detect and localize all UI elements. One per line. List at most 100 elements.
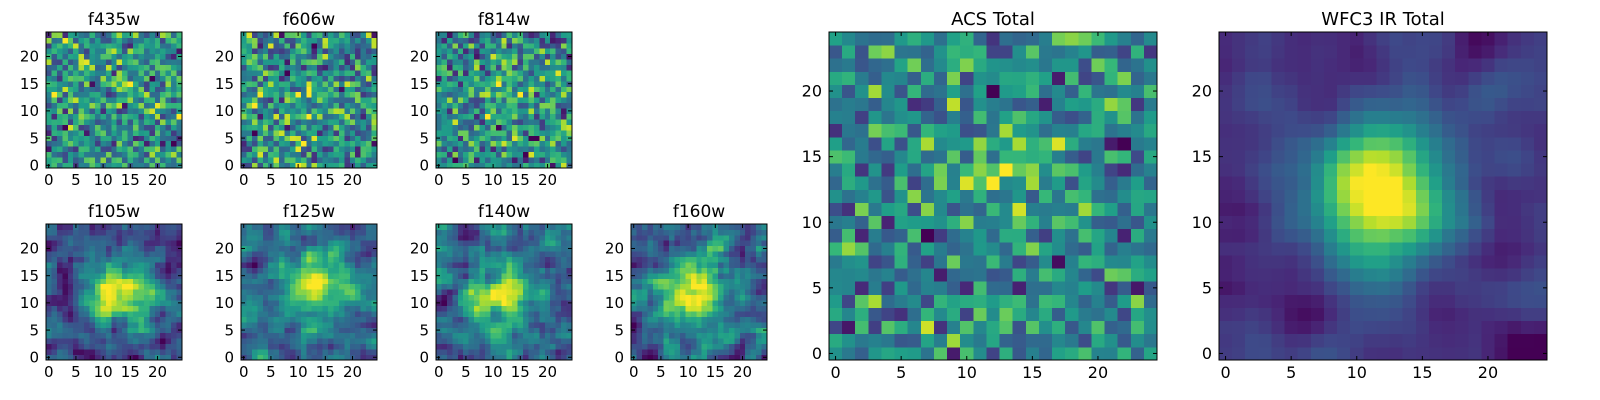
heatmap-cell — [1065, 163, 1079, 177]
heatmap-cell — [46, 140, 52, 147]
heatmap-cell — [143, 42, 150, 49]
heatmap-cell — [289, 278, 296, 285]
heatmap-cell — [84, 102, 90, 109]
heatmap-cell — [561, 86, 567, 93]
heatmap-cell — [528, 97, 535, 104]
heatmap-cell — [100, 343, 107, 350]
heatmap-cell — [468, 102, 475, 109]
heatmap-cell — [947, 189, 961, 203]
heatmap-cell — [960, 215, 974, 230]
heatmap-cell — [328, 251, 334, 258]
heatmap-cell — [360, 262, 367, 268]
heatmap-cell — [360, 305, 367, 312]
heatmap-cell — [501, 151, 508, 158]
heatmap-cell — [78, 224, 85, 230]
heatmap-cell — [138, 305, 145, 312]
heatmap-cell — [100, 234, 107, 241]
heatmap-cell — [528, 234, 535, 241]
heatmap-cell — [855, 320, 869, 335]
heatmap-cell — [360, 245, 367, 252]
heatmap-cell — [165, 32, 172, 38]
heatmap-cell — [268, 240, 275, 247]
heatmap-cell — [739, 332, 746, 339]
heatmap-cell — [94, 305, 101, 312]
heatmap-cell — [512, 332, 518, 339]
heatmap-cell — [143, 224, 150, 230]
heatmap-cell — [311, 151, 318, 158]
heatmap-cell — [138, 338, 145, 345]
heatmap-cell — [555, 146, 562, 153]
heatmap-cell — [495, 97, 502, 104]
heatmap-cell — [154, 119, 161, 125]
heatmap-cell — [241, 140, 247, 147]
heatmap-cell — [457, 316, 464, 323]
heatmap-cell — [171, 80, 177, 87]
heatmap-cell — [479, 300, 486, 306]
heatmap-cell — [641, 283, 648, 290]
heatmap-cell — [133, 245, 139, 252]
heatmap-cell — [295, 343, 302, 350]
heatmap-cell — [371, 59, 378, 66]
heatmap-cell — [1038, 268, 1053, 282]
heatmap-cell — [127, 300, 134, 306]
heatmap-cell — [105, 140, 112, 147]
heatmap-cell — [279, 129, 285, 136]
heatmap-cell — [539, 48, 546, 55]
heatmap-cell — [685, 300, 692, 306]
heatmap-cell — [84, 32, 90, 38]
heatmap-cell — [165, 272, 172, 279]
heatmap-cell — [463, 70, 470, 76]
heatmap-cell — [122, 86, 128, 93]
y-tick-label: 10 — [605, 294, 624, 312]
heatmap-cell — [712, 289, 719, 296]
heatmap-cell — [133, 327, 139, 334]
heatmap-cell — [133, 256, 139, 263]
heatmap-cell — [1038, 346, 1053, 361]
heatmap-cell — [289, 151, 296, 158]
heatmap-cell — [512, 119, 518, 125]
heatmap-cell — [105, 240, 112, 247]
heatmap-cell — [907, 228, 922, 243]
heatmap-cell — [122, 140, 128, 147]
heatmap-cell — [457, 151, 464, 158]
heatmap-cell — [842, 281, 856, 295]
heatmap-cell — [506, 349, 513, 355]
heatmap-cell — [268, 338, 275, 345]
heatmap-cell — [355, 343, 362, 350]
heatmap-cell — [311, 124, 318, 131]
y-tick-label: 20 — [20, 240, 39, 258]
heatmap-cell — [273, 70, 280, 76]
heatmap-cell — [355, 108, 362, 114]
heatmap-cell — [750, 256, 757, 263]
heatmap-cell — [311, 224, 318, 230]
heatmap-cell — [679, 267, 686, 274]
heatmap-cell — [973, 281, 987, 295]
heatmap-cell — [701, 229, 708, 236]
heatmap-cell — [105, 234, 112, 241]
heatmap-cell — [539, 234, 546, 241]
heatmap-cell — [457, 80, 464, 87]
heatmap-cell — [371, 229, 378, 236]
heatmap-cell — [539, 162, 546, 169]
heatmap-cell — [674, 349, 681, 355]
heatmap-cell — [506, 108, 513, 114]
heatmap-cell — [111, 354, 118, 361]
heatmap-cell — [495, 321, 502, 328]
heatmap-cell — [111, 300, 118, 306]
panel-title: f435w — [88, 10, 140, 30]
heatmap-cell — [311, 240, 318, 247]
heatmap-cell — [533, 294, 540, 301]
heatmap-cell — [328, 53, 334, 60]
heatmap-cell — [62, 75, 69, 82]
heatmap-cell — [306, 234, 313, 241]
heatmap-cell — [495, 229, 502, 236]
heatmap-cell — [51, 162, 58, 169]
heatmap-cell — [67, 140, 74, 147]
heatmap-cell — [506, 48, 513, 55]
heatmap-cell — [512, 53, 518, 60]
heatmap-cell — [143, 146, 150, 153]
heatmap-cell — [490, 102, 497, 109]
heatmap-cell — [51, 338, 58, 345]
heatmap-cell — [149, 129, 156, 136]
heatmap-cell — [89, 80, 96, 87]
